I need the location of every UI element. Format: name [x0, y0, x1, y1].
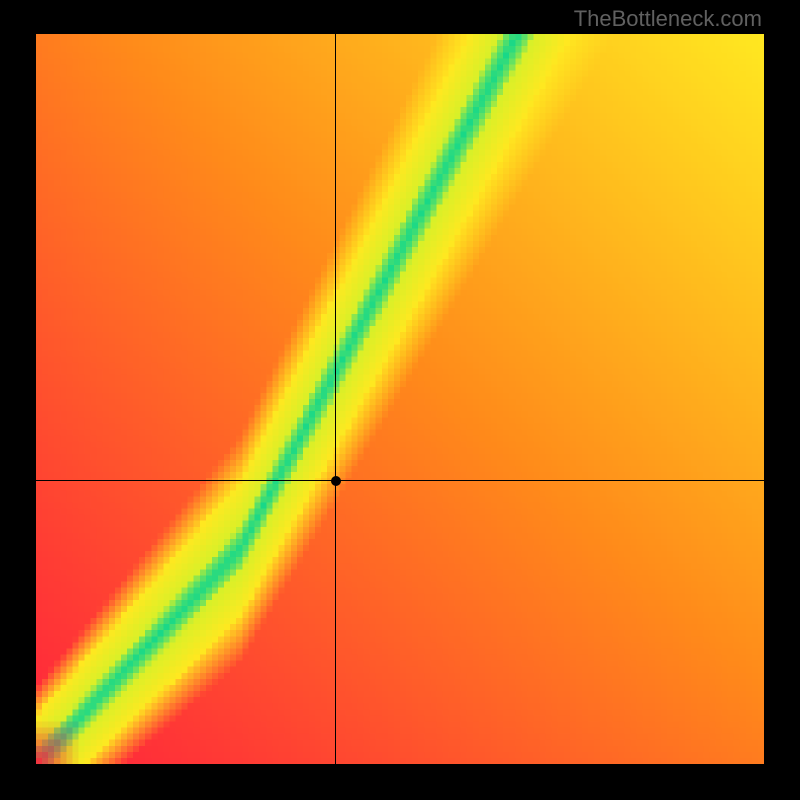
- bottleneck-heatmap: [36, 34, 764, 764]
- crosshair-vertical: [335, 34, 336, 764]
- crosshair-marker-dot: [331, 476, 341, 486]
- image-frame: TheBottleneck.com: [0, 0, 800, 800]
- crosshair-horizontal: [36, 480, 764, 481]
- watermark-text: TheBottleneck.com: [574, 6, 762, 32]
